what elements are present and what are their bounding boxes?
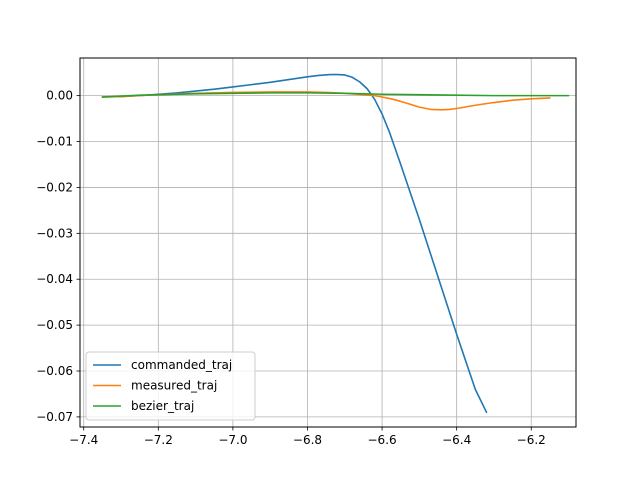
y-tick-label: −0.04 — [36, 272, 73, 286]
y-tick-label: −0.07 — [36, 410, 73, 424]
x-tick-label: −7.2 — [144, 433, 173, 447]
y-tick-label: −0.03 — [36, 226, 73, 240]
tick-layer: −7.4 −7.2 −7.0 −6.8 −6.6 −6.4 −6.2 0.00 −0.01 −0.… — [36, 89, 546, 447]
y-tick-label: 0.00 — [46, 89, 73, 103]
legend: commanded_traj measured_traj bezier_traj — [85, 351, 256, 421]
series-line-bezier-traj — [101, 92, 570, 98]
x-tick-label: −6.2 — [517, 433, 546, 447]
legend-label: commanded_traj — [131, 358, 232, 372]
x-tick-label: −6.8 — [293, 433, 322, 447]
y-tick-label: −0.05 — [36, 318, 73, 332]
legend-box — [85, 351, 256, 421]
x-tick-label: −6.4 — [442, 433, 471, 447]
y-tick-label: −0.06 — [36, 364, 73, 378]
y-tick-label: −0.02 — [36, 180, 73, 194]
series-layer — [101, 73, 570, 414]
legend-label: measured_traj — [131, 379, 217, 393]
x-tick-label: −7.0 — [218, 433, 247, 447]
plot-frame — [79, 57, 577, 428]
series-line-commanded-traj — [101, 73, 488, 414]
grid-layer — [80, 58, 576, 427]
x-tick-label: −6.6 — [368, 433, 397, 447]
legend-label: bezier_traj — [131, 399, 194, 413]
y-tick-label: −0.01 — [36, 135, 73, 149]
x-tick-label: −7.4 — [69, 433, 98, 447]
